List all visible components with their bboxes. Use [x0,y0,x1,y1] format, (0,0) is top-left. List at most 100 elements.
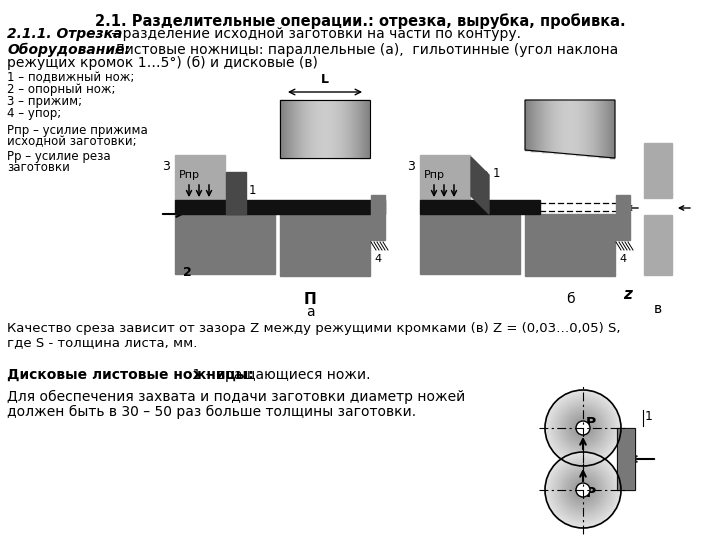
Text: Рпр: Рпр [179,170,200,180]
Circle shape [575,420,591,436]
Circle shape [552,396,614,460]
Circle shape [554,399,612,457]
Text: L: L [321,73,329,86]
Bar [226,172,246,214]
Circle shape [570,477,596,503]
Circle shape [559,404,606,451]
Text: 1: 1 [645,410,653,423]
Circle shape [577,421,590,435]
Circle shape [556,401,611,456]
Circle shape [582,489,585,491]
Text: Листовые ножницы: параллельные (а),  гильотинные (угол наклона: Листовые ножницы: параллельные (а), гиль… [110,43,618,57]
Circle shape [558,403,608,453]
Circle shape [580,426,585,430]
Text: 1: 1 [493,167,500,180]
Text: исходной заготовки;: исходной заготовки; [7,135,137,148]
Polygon shape [644,215,672,275]
Circle shape [545,452,621,528]
Circle shape [572,417,593,438]
Text: 4: 4 [619,254,626,264]
Text: где S - толщина листа, мм.: где S - толщина листа, мм. [7,336,197,349]
Circle shape [561,468,606,512]
Circle shape [577,423,588,433]
Text: П: П [304,292,316,307]
Text: 3: 3 [407,160,415,173]
Text: 4 – упор;: 4 – упор; [7,107,61,120]
Text: Рпр: Рпр [424,170,445,180]
Text: z: z [624,287,632,302]
Circle shape [579,424,587,432]
Circle shape [569,476,598,504]
Circle shape [566,473,600,507]
Text: б: б [566,292,575,306]
Circle shape [562,469,604,511]
Bar [280,100,370,158]
Text: режущих кромок 1…5°) (б) и дисковые (в): режущих кромок 1…5°) (б) и дисковые (в) [7,56,318,70]
Text: – разделение исходной заготовки на части по контуру.: – разделение исходной заготовки на части… [107,27,521,41]
Bar [525,214,615,276]
Circle shape [576,483,590,497]
Circle shape [553,460,613,520]
Circle shape [559,467,606,514]
Text: должен быть в 30 – 50 раз больше толщины заготовки.: должен быть в 30 – 50 раз больше толщины… [7,405,416,419]
Text: 2: 2 [183,266,192,279]
Circle shape [577,485,588,495]
Bar [175,155,225,200]
Circle shape [574,481,592,499]
Bar [371,195,385,240]
Text: P: P [586,486,596,500]
Bar [617,428,635,490]
Text: заготовки: заготовки [7,161,70,174]
Text: |Рр: |Рр [472,168,490,179]
Circle shape [569,414,598,442]
Text: Рпр – усилие прижима: Рпр – усилие прижима [7,124,148,137]
Circle shape [575,482,591,498]
Text: 1 – вращающиеся ножи.: 1 – вращающиеся ножи. [188,368,371,382]
Circle shape [548,393,618,463]
Circle shape [548,455,618,525]
Circle shape [552,458,614,522]
Circle shape [577,483,590,497]
Circle shape [549,456,617,524]
Text: 1: 1 [249,184,256,197]
Circle shape [572,480,593,501]
Text: Дисковые листовые ножницы:: Дисковые листовые ножницы: [7,368,253,382]
Circle shape [549,394,617,462]
Bar [617,428,635,490]
Circle shape [545,390,621,466]
Circle shape [571,478,595,502]
Circle shape [564,410,601,447]
Text: Для обеспечения захвата и подачи заготовки диаметр ножей: Для обеспечения захвата и подачи заготов… [7,390,465,404]
Circle shape [546,392,620,465]
Circle shape [561,406,606,450]
Polygon shape [644,143,672,198]
Text: 3 – прижим;: 3 – прижим; [7,95,82,108]
Text: 4: 4 [374,254,382,264]
Circle shape [546,453,620,526]
Circle shape [564,471,601,508]
Bar [175,200,385,214]
Bar [616,195,630,240]
Text: 1 – подвижный нож;: 1 – подвижный нож; [7,71,135,84]
Circle shape [570,415,596,441]
Circle shape [567,412,599,444]
Bar [175,214,275,274]
Text: 2.1. Разделительные операции.: отрезка, вырубка, пробивка.: 2.1. Разделительные операции.: отрезка, … [95,13,625,29]
Text: P: P [586,416,596,430]
Text: Качество среза зависит от зазора Z между режущими кромками (в) Z = (0,03…0,05) S: Качество среза зависит от зазора Z между… [7,322,621,335]
Circle shape [580,488,585,492]
Text: в: в [654,302,662,316]
Text: 2 – опорный нож;: 2 – опорный нож; [7,83,115,96]
Circle shape [554,461,612,519]
Circle shape [582,427,585,429]
Circle shape [576,421,590,435]
Text: Рр – усилие реза: Рр – усилие реза [7,150,111,163]
Text: 2.1.1. Отрезка: 2.1.1. Отрезка [7,27,122,41]
Circle shape [558,465,608,515]
Text: а: а [306,305,315,319]
Polygon shape [471,157,489,214]
Circle shape [550,395,616,461]
Circle shape [556,462,611,517]
Bar [420,214,520,274]
Circle shape [566,411,600,445]
